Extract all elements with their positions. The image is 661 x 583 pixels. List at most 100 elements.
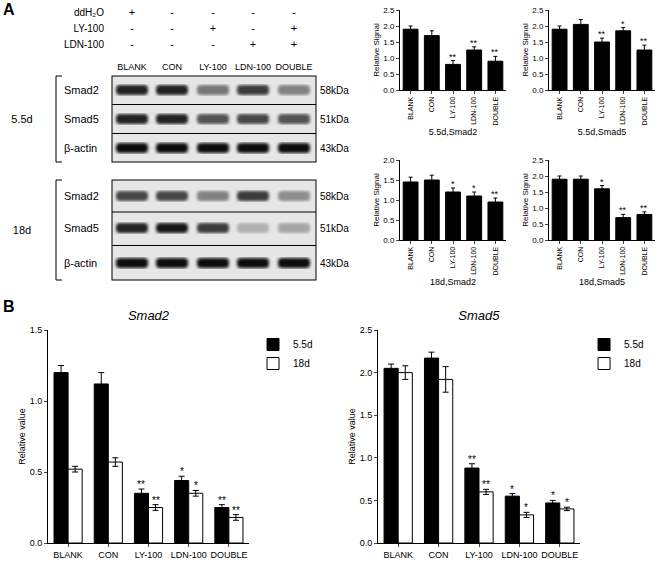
svg-text:1.0: 1.0: [532, 54, 544, 63]
svg-text:LY-100: LY-100: [135, 550, 163, 560]
svg-text:1.5: 1.5: [30, 325, 43, 335]
svg-text:2.0: 2.0: [383, 156, 395, 165]
svg-text:Relative Signal: Relative Signal: [521, 173, 530, 227]
svg-text:-: -: [170, 6, 174, 18]
svg-text:LDN-100: LDN-100: [501, 550, 537, 560]
svg-text:CON: CON: [428, 247, 435, 263]
svg-text:5.5d,Smad5: 5.5d,Smad5: [578, 127, 627, 137]
svg-text:0.5: 0.5: [532, 220, 544, 229]
svg-text:*: *: [472, 183, 476, 193]
svg-text:**: **: [232, 505, 240, 516]
svg-text:Relative Signal: Relative Signal: [372, 23, 381, 77]
svg-text:DOUBLE: DOUBLE: [275, 62, 312, 72]
svg-text:*: *: [194, 480, 198, 491]
svg-text:BLANK: BLANK: [117, 62, 147, 72]
svg-text:LDN-100: LDN-100: [470, 247, 477, 275]
svg-text:**: **: [598, 29, 606, 39]
svg-text:CON: CON: [429, 550, 449, 560]
svg-text:0.5: 0.5: [30, 467, 43, 477]
svg-text:0.0: 0.0: [532, 236, 544, 245]
svg-text:**: **: [470, 38, 478, 48]
svg-text:Smad2: Smad2: [64, 84, 99, 96]
svg-text:BLANK: BLANK: [53, 550, 83, 560]
svg-text:1.0: 1.0: [30, 396, 43, 406]
svg-text:-: -: [292, 6, 296, 18]
svg-text:+: +: [291, 38, 297, 50]
svg-text:LDN-100: LDN-100: [470, 97, 477, 125]
svg-text:0.5: 0.5: [532, 70, 544, 79]
svg-text:5.5d: 5.5d: [293, 339, 312, 350]
svg-text:BLANK: BLANK: [556, 246, 563, 269]
svg-text:CON: CON: [428, 97, 435, 113]
svg-text:*: *: [621, 19, 625, 29]
svg-text:1.0: 1.0: [383, 54, 395, 63]
svg-text:-: -: [170, 22, 174, 34]
svg-text:2.5: 2.5: [532, 6, 544, 15]
svg-text:Relative Signal: Relative Signal: [521, 23, 530, 77]
svg-text:CON: CON: [577, 97, 584, 113]
svg-text:18d,Smad5: 18d,Smad5: [579, 277, 625, 287]
svg-text:**: **: [491, 47, 499, 57]
svg-text:-: -: [251, 22, 255, 34]
svg-text:51kDa: 51kDa: [320, 223, 349, 234]
svg-text:18d: 18d: [293, 358, 310, 369]
svg-text:0.5: 0.5: [383, 216, 395, 225]
svg-text:ddH₂O: ddH₂O: [74, 7, 104, 18]
svg-text:Smad2: Smad2: [64, 190, 99, 202]
svg-text:1.5: 1.5: [532, 38, 544, 47]
svg-text:2.5: 2.5: [360, 325, 373, 335]
svg-text:-: -: [211, 6, 215, 18]
svg-text:58kDa: 58kDa: [320, 85, 349, 96]
svg-text:1.5: 1.5: [360, 410, 373, 420]
svg-text:CON: CON: [98, 550, 118, 560]
svg-text:-: -: [130, 38, 134, 50]
svg-text:18d: 18d: [624, 358, 641, 369]
svg-text:51kDa: 51kDa: [320, 114, 349, 125]
svg-text:18d,Smad2: 18d,Smad2: [430, 277, 476, 287]
svg-text:BLANK: BLANK: [383, 550, 413, 560]
svg-text:*: *: [180, 466, 184, 477]
svg-text:1.5: 1.5: [383, 38, 395, 47]
svg-text:Smad5: Smad5: [64, 113, 99, 125]
svg-text:DOUBLE: DOUBLE: [641, 246, 648, 275]
svg-text:0.0: 0.0: [30, 538, 43, 548]
svg-text:**: **: [468, 454, 476, 465]
svg-text:5.5d: 5.5d: [624, 339, 643, 350]
svg-text:18d: 18d: [13, 224, 31, 236]
svg-text:1.0: 1.0: [360, 453, 373, 463]
svg-text:LY-100: LY-100: [73, 23, 104, 34]
svg-text:*: *: [524, 502, 528, 513]
svg-text:1.0: 1.0: [383, 196, 395, 205]
svg-text:0.0: 0.0: [383, 236, 395, 245]
svg-text:CON: CON: [162, 62, 182, 72]
svg-text:5.5d: 5.5d: [11, 113, 32, 125]
svg-text:β-actin: β-actin: [64, 142, 97, 154]
svg-text:LDN-100: LDN-100: [235, 62, 271, 72]
svg-text:CON: CON: [577, 247, 584, 263]
svg-text:*: *: [551, 490, 555, 501]
svg-text:LY-100: LY-100: [199, 62, 227, 72]
svg-text:-: -: [251, 6, 255, 18]
svg-text:DOUBLE: DOUBLE: [492, 246, 499, 275]
svg-text:LY-100: LY-100: [598, 247, 605, 269]
svg-text:Smad2: Smad2: [128, 308, 170, 323]
svg-text:Smad5: Smad5: [64, 222, 99, 234]
svg-text:5.5d,Smad2: 5.5d,Smad2: [429, 127, 478, 137]
svg-text:LDN-100: LDN-100: [64, 39, 104, 50]
svg-text:LY-100: LY-100: [598, 97, 605, 119]
svg-text:**: **: [137, 479, 145, 490]
svg-text:+: +: [250, 38, 256, 50]
svg-text:DOUBLE: DOUBLE: [492, 96, 499, 125]
svg-text:DOUBLE: DOUBLE: [210, 550, 247, 560]
svg-text:**: **: [449, 52, 457, 62]
svg-text:2.0: 2.0: [383, 22, 395, 31]
svg-text:**: **: [491, 189, 499, 199]
svg-text:Relative Signal: Relative Signal: [372, 173, 381, 227]
svg-text:-: -: [170, 38, 174, 50]
svg-text:43kDa: 43kDa: [320, 258, 349, 269]
svg-text:2.0: 2.0: [532, 172, 544, 181]
svg-text:2.5: 2.5: [532, 156, 544, 165]
svg-text:Smad5: Smad5: [458, 308, 500, 323]
svg-text:DOUBLE: DOUBLE: [541, 550, 578, 560]
svg-text:LDN-100: LDN-100: [619, 247, 626, 275]
